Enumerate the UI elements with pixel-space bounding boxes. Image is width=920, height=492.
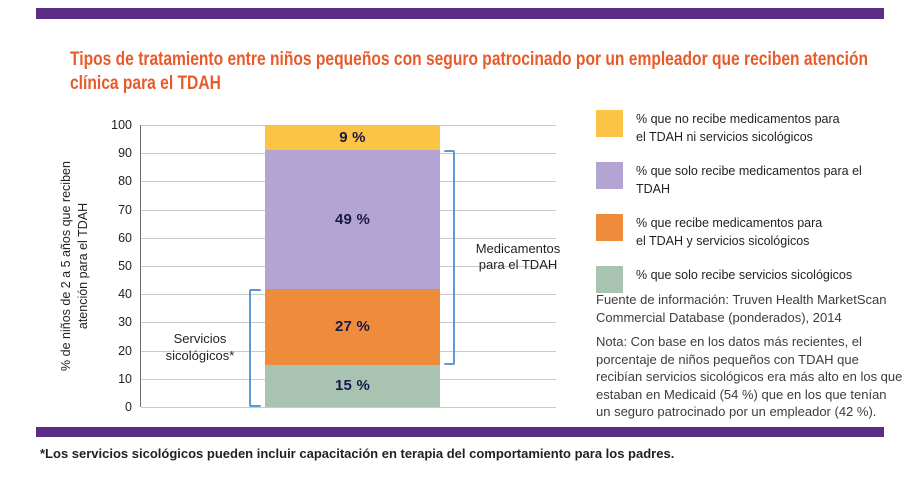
y-tick-label: 90: [118, 146, 132, 161]
medicamentos-bracket-label: Medicamentos para el TDAH: [475, 240, 561, 273]
legend-swatch: [596, 214, 623, 241]
legend-label: % que solo recibe servicios sicológicos: [636, 268, 853, 282]
y-tick-label: 40: [118, 287, 132, 302]
legend-label: % que no recibe medicamentos para el TDA…: [636, 112, 840, 144]
bar-segment-value: 27 %: [335, 318, 370, 336]
stacked-bar: 15 % 27 % 49 % 9 %: [265, 125, 440, 407]
bar-segment-sin-tratamiento: 9 %: [265, 125, 440, 151]
y-tick-label: 30: [118, 315, 132, 330]
bar-segment-solo-servicios-sicologicos: 15 %: [265, 364, 440, 407]
legend-label: % que solo recibe medicamentos para el T…: [636, 164, 862, 196]
y-axis-title: % de niños de 2 a 5 años que reciben ate…: [59, 161, 90, 371]
bar-segment-solo-medicamentos: 49 %: [265, 150, 440, 289]
bar-segment-value: 15 %: [335, 377, 370, 395]
footnote-text: *Los servicios sicológicos pueden inclui…: [40, 446, 675, 461]
chart-title: Tipos de tratamiento entre niños pequeño…: [70, 48, 869, 95]
legend: % que no recibe medicamentos para el TDA…: [596, 110, 898, 293]
servicios-bracket: [249, 288, 261, 407]
y-tick-label: 50: [118, 259, 132, 273]
legend-item: % que recibe medicamentos para el TDAH y…: [596, 214, 898, 250]
y-tick-label: 70: [118, 202, 132, 217]
legend-swatch: [596, 110, 623, 137]
y-tick-label: 80: [118, 174, 132, 189]
bar-segment-value: 9 %: [339, 129, 366, 147]
bottom-border-band: [36, 427, 884, 437]
legend-swatch: [596, 266, 623, 293]
y-tick-label: 20: [118, 343, 132, 358]
servicios-bracket-label: Servicios sicológicos*: [165, 330, 235, 363]
y-tick-label: 60: [118, 230, 132, 245]
legend-item: % que solo recibe servicios sicológicos: [596, 266, 898, 293]
legend-swatch: [596, 162, 623, 189]
legend-item: % que solo recibe medicamentos para el T…: [596, 162, 898, 198]
y-tick-label: 10: [118, 371, 132, 386]
top-border-band: [36, 8, 884, 19]
legend-label: % que recibe medicamentos para el TDAH y…: [636, 216, 823, 248]
y-tick-label: 0: [125, 400, 132, 414]
medicamentos-bracket: [444, 150, 455, 365]
legend-item: % que no recibe medicamentos para el TDA…: [596, 110, 898, 146]
gridline: [141, 407, 556, 408]
bar-segment-medicamentos-y-servicios: 27 %: [265, 288, 440, 365]
y-axis-tick-labels: 0 10 20 30 40 50 60 70 80 90 100: [90, 118, 132, 414]
source-text: Fuente de información: Truven Health Mar…: [596, 292, 887, 325]
note-text: Nota: Con base en los datos más reciente…: [596, 334, 903, 420]
bar-segment-value: 49 %: [335, 210, 370, 228]
y-tick-label: 100: [111, 118, 132, 132]
